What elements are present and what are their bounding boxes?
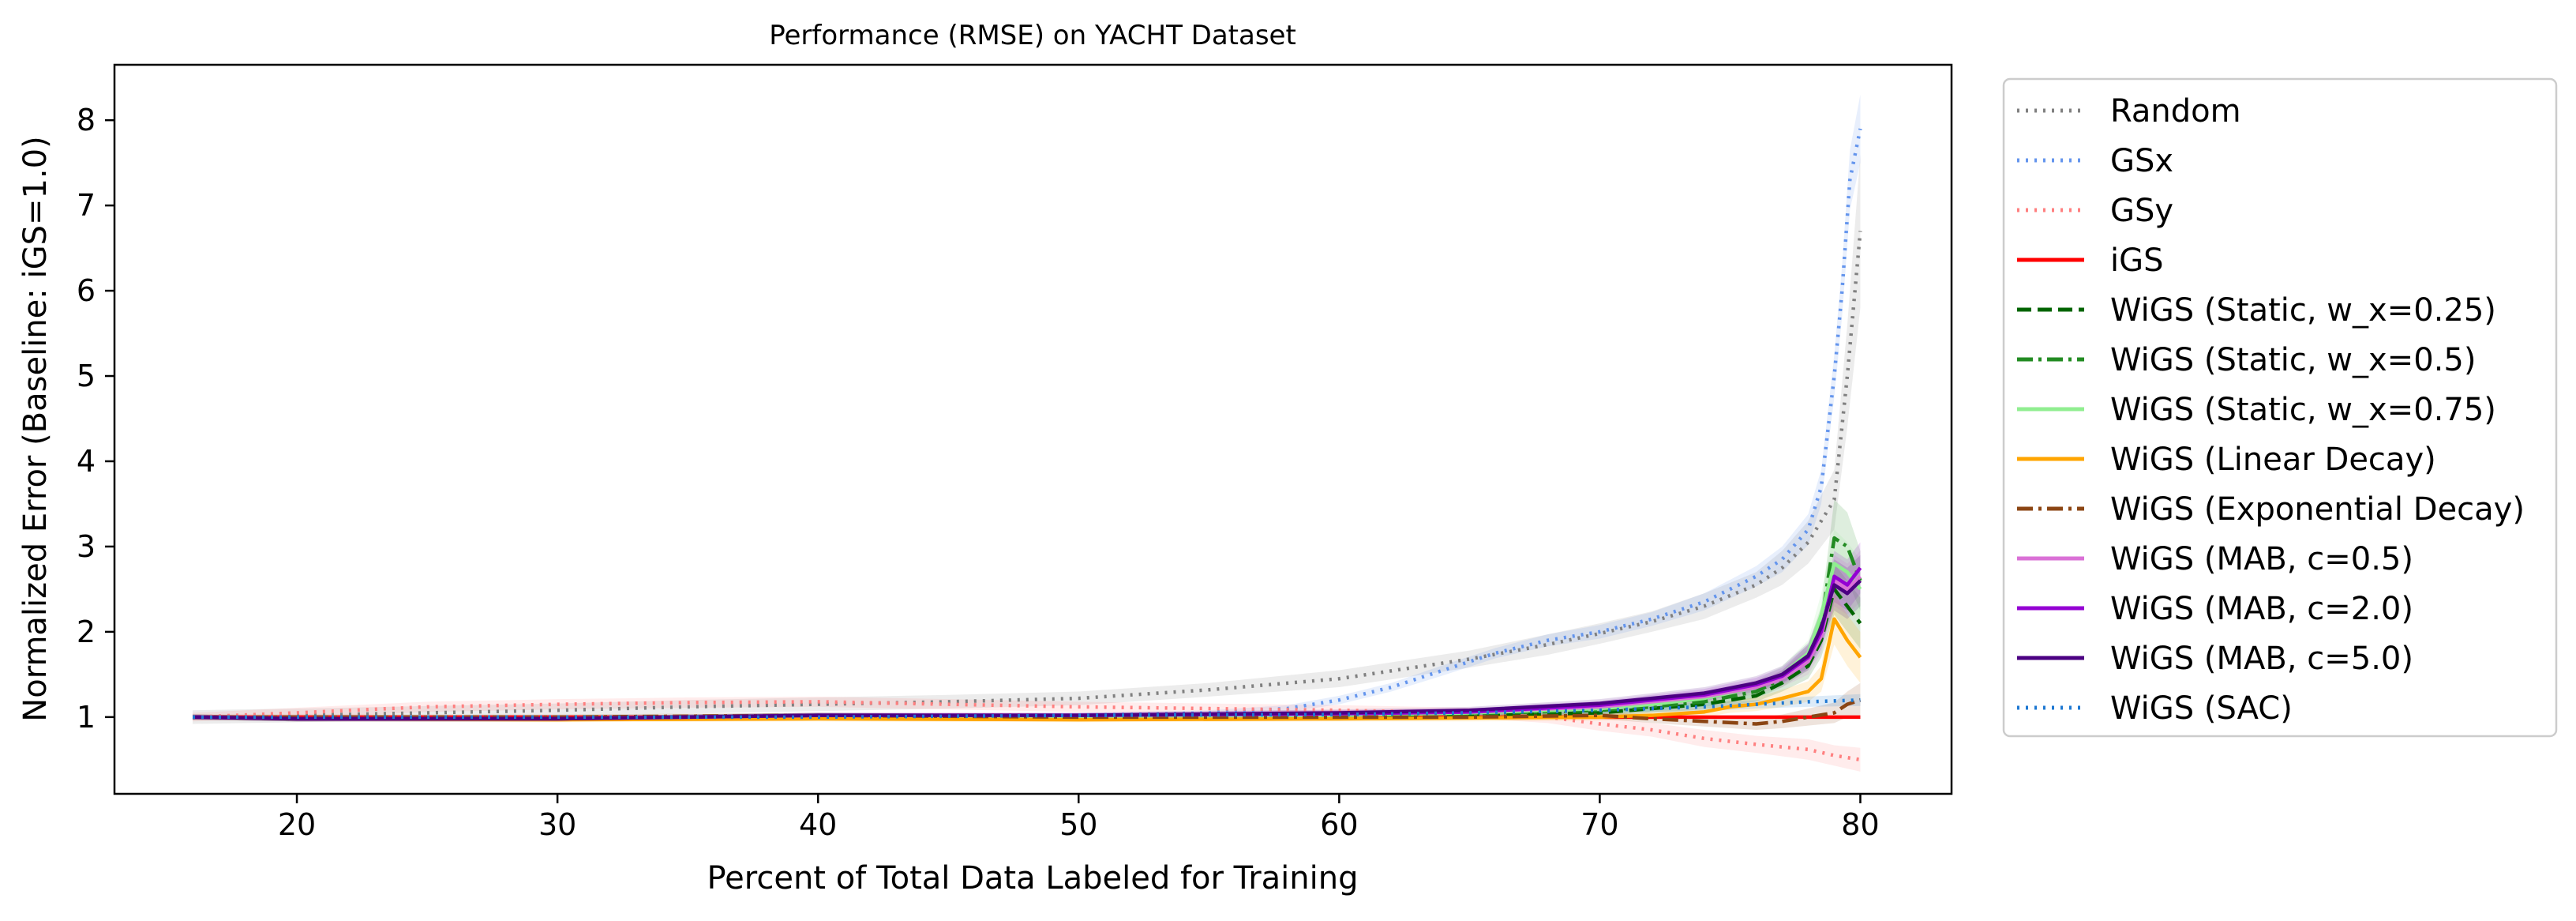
line-series-0 [192,231,1862,720]
legend-label: Random [2110,93,2241,130]
band-series-5 [193,499,1861,722]
x-tick-label: 70 [1580,807,1618,842]
x-tick-label: 60 [1320,807,1358,842]
line-series-12 [193,698,1861,720]
plot-frame [113,63,1953,795]
legend-label: GSx [2110,143,2173,179]
x-tick-label: 80 [1841,807,1879,842]
legend-label: WiGS (Static, w_x=0.5) [2110,342,2476,378]
legend-label: WiGS (Static, w_x=0.25) [2110,292,2496,329]
chart-title: Performance (RMSE) on YACHT Dataset [769,20,1296,51]
y-axis: 1 2 3 4 5 6 7 8 [77,103,114,735]
x-tick-label: 40 [799,807,837,842]
legend-label: WiGS (SAC) [2110,690,2293,727]
x-axis-label: Percent of Total Data Labeled for Traini… [707,860,1358,897]
y-tick-label: 4 [77,444,96,479]
legend-label: GSy [2110,193,2173,229]
line-series-7 [192,617,1862,722]
x-axis: 20 30 40 50 60 70 80 [278,794,1880,842]
y-tick-label: 3 [77,529,96,564]
x-tick-label: 20 [278,807,316,842]
y-tick-label: 7 [77,188,96,223]
line-series-2 [192,700,1861,762]
legend-label: iGS [2110,242,2164,279]
y-tick-label: 5 [77,359,96,393]
y-axis-label: Normalized Error (Baseline: iGS=1.0) [17,136,54,721]
legend-label: WiGS (MAB, c=0.5) [2110,541,2413,577]
band-series-1 [193,94,1861,720]
confidence-bands [193,94,1861,772]
band-series-7 [193,593,1861,723]
x-tick-label: 30 [538,807,576,842]
legend-label: WiGS (Exponential Decay) [2110,491,2525,528]
x-tick-label: 50 [1059,807,1097,842]
legend-label: WiGS (Static, w_x=0.75) [2110,392,2496,428]
y-tick-label: 6 [77,273,96,308]
legend-frame [2002,77,2558,738]
y-tick-label: 1 [77,700,96,735]
legend-label: WiGS (Linear Decay) [2110,442,2436,478]
legend-label: WiGS (MAB, c=2.0) [2110,591,2413,627]
y-tick-label: 2 [77,615,96,649]
legend-label: WiGS (MAB, c=5.0) [2110,641,2413,677]
legend: Random GSx GSy iGS WiGS (Static, w_x=0.25) Wi… [2002,77,2558,738]
y-tick-label: 8 [77,103,96,137]
band-series-0 [193,154,1861,724]
series-lines [192,128,1862,762]
